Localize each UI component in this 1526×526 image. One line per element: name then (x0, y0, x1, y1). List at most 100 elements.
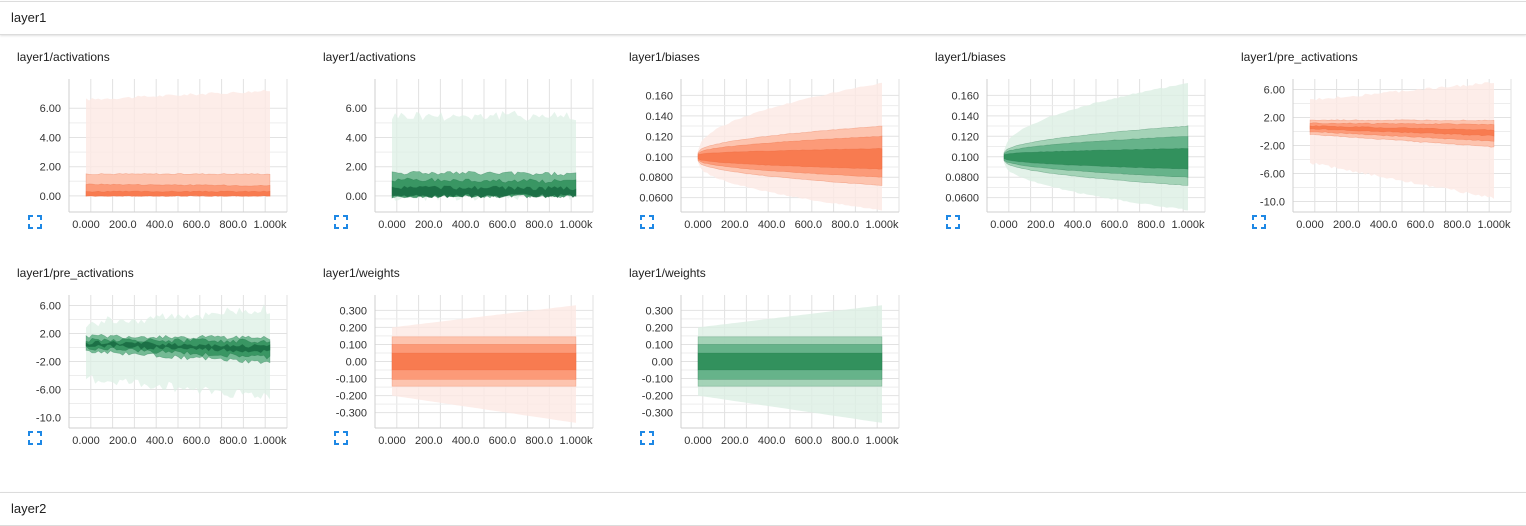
y-tick-label: -6.00 (36, 385, 61, 397)
y-tick-label: 0.0600 (945, 193, 979, 205)
y-tick-label: 0.100 (339, 339, 367, 351)
y-axis-labels: 0.00 2.00 4.00 6.00 (40, 103, 61, 203)
y-tick-label: -10.0 (36, 413, 61, 425)
fullscreen-icon[interactable] (640, 431, 654, 445)
y-tick-label: 0.00 (346, 357, 367, 369)
x-tick-label: 800.0 (831, 435, 859, 447)
y-tick-label: 0.120 (951, 131, 979, 143)
y-tick-label: -2.00 (36, 357, 61, 369)
section-header-layer1[interactable]: layer1 (0, 1, 1526, 35)
y-tick-label: 0.0800 (945, 172, 979, 184)
x-tick-label: 800.0 (525, 435, 553, 447)
y-tick-label: 0.200 (645, 322, 673, 334)
y-tick-label: 6.00 (40, 103, 61, 115)
x-tick-label: 800.0 (831, 219, 859, 231)
x-tick-label: 400.0 (758, 219, 786, 231)
x-tick-label: 600.0 (795, 219, 823, 231)
x-axis-labels: 0.000 200.0 400.0 600.0 800.0 1.000k (378, 435, 593, 447)
y-tick-label: 0.00 (40, 191, 61, 203)
y-tick-label: 2.00 (40, 329, 61, 341)
x-tick-label: 0.000 (378, 435, 406, 447)
x-tick-label: 200.0 (721, 435, 749, 447)
card-title: layer1/biases (935, 50, 1006, 64)
x-tick-label: 0.000 (990, 219, 1018, 231)
y-axis-labels: -0.300 -0.200 -0.100 0.00 0.100 0.200 0.300 (642, 305, 673, 419)
x-axis-labels: 0.000 200.0 400.0 600.0 800.0 1.000k (378, 219, 593, 231)
y-tick-label: 0.100 (645, 339, 673, 351)
histogram-bands (85, 89, 271, 198)
y-tick-label: 2.00 (1264, 113, 1285, 125)
x-tick-label: 400.0 (1064, 219, 1092, 231)
fullscreen-icon[interactable] (28, 431, 42, 445)
section-title: layer2 (11, 501, 47, 516)
fullscreen-icon[interactable] (640, 215, 654, 229)
fullscreen-icon[interactable] (334, 215, 348, 229)
card-title: layer1/biases (629, 50, 700, 64)
x-axis-labels: 0.000 200.0 400.0 600.0 800.0 1.000k (684, 219, 899, 231)
x-tick-label: 0.000 (1296, 219, 1324, 231)
x-tick-label: 800.0 (525, 219, 553, 231)
y-tick-label: -2.00 (1260, 141, 1285, 153)
x-tick-label: 1.000k (253, 435, 287, 447)
section-header-layer2[interactable]: layer2 (0, 492, 1526, 526)
histogram-card: layer1/pre_activations -10.0 -6.00 -2.00 2.0… (17, 266, 307, 466)
x-tick-label: 1.000k (1171, 219, 1205, 231)
y-tick-label: 6.00 (40, 301, 61, 313)
x-tick-label: 600.0 (795, 435, 823, 447)
x-tick-label: 1.000k (253, 219, 287, 231)
card-title: layer1/pre_activations (17, 266, 134, 280)
histogram-card: layer1/biases 0.0600 0.0800 0.100 0.120 0.140… (935, 50, 1225, 250)
y-tick-label: -0.200 (642, 391, 673, 403)
distribution-band (697, 352, 883, 371)
y-tick-label: -0.100 (642, 374, 673, 386)
histogram-plot: 0.0600 0.0800 0.100 0.120 0.140 0.160 0.000 200… (639, 79, 900, 231)
x-tick-label: 1.000k (865, 435, 899, 447)
x-tick-label: 800.0 (219, 219, 247, 231)
histogram-bands (391, 110, 577, 202)
y-tick-label: -10.0 (1260, 197, 1285, 209)
y-tick-label: 0.100 (645, 152, 673, 164)
distribution-band (697, 148, 883, 170)
fullscreen-icon[interactable] (334, 431, 348, 445)
histogram-bands (1003, 83, 1189, 211)
y-tick-label: 0.200 (339, 322, 367, 334)
histogram-bands (697, 82, 883, 211)
fullscreen-icon[interactable] (28, 215, 42, 229)
x-tick-label: 1.000k (559, 435, 593, 447)
y-tick-label: 0.140 (951, 111, 979, 123)
y-tick-label: 0.00 (346, 191, 367, 203)
y-axis-labels: -0.300 -0.200 -0.100 0.00 0.100 0.200 0.300 (336, 305, 367, 419)
x-tick-label: 600.0 (489, 219, 517, 231)
histogram-plot: -10.0 -6.00 -2.00 2.00 6.00 0.000 200.0 400.0 60… (36, 295, 288, 447)
histogram-plot: 0.0600 0.0800 0.100 0.120 0.140 0.160 0.000 200… (945, 79, 1206, 231)
y-tick-label: 0.160 (645, 90, 673, 102)
histogram-plot: -0.300 -0.200 -0.100 0.00 0.100 0.200 0.300 0.0… (642, 295, 900, 447)
histogram-card: layer1/weights -0.300 -0.200 -0.100 0.00 0.10… (629, 266, 919, 466)
y-tick-label: 2.00 (40, 162, 61, 174)
histogram-bands (391, 305, 577, 423)
histogram-plot: 0.00 2.00 4.00 6.00 0.000 200.0 400.0 600.0 800.… (40, 79, 288, 231)
x-tick-label: 1.000k (865, 219, 899, 231)
card-title: layer1/weights (323, 266, 400, 280)
x-axis-labels: 0.000 200.0 400.0 600.0 800.0 1.000k (1296, 219, 1511, 231)
x-tick-label: 0.000 (684, 219, 712, 231)
x-tick-label: 800.0 (1443, 219, 1471, 231)
x-tick-label: 400.0 (146, 219, 174, 231)
histogram-card: layer1/activations 0.00 2.00 4.00 6.00 0.000 2… (17, 50, 307, 250)
card-title: layer1/activations (323, 50, 416, 64)
y-axis-labels: 0.00 2.00 4.00 6.00 (346, 103, 367, 203)
x-tick-label: 600.0 (183, 435, 211, 447)
x-tick-label: 400.0 (758, 435, 786, 447)
y-tick-label: 0.140 (645, 111, 673, 123)
x-tick-label: 400.0 (452, 435, 480, 447)
y-tick-label: 0.00 (652, 357, 673, 369)
y-tick-label: 0.0600 (639, 193, 673, 205)
distribution-band (391, 352, 577, 371)
histogram-plot: -10.0 -6.00 -2.00 2.00 6.00 0.000 200.0 400.0 60… (1260, 79, 1512, 231)
histogram-plot: -0.300 -0.200 -0.100 0.00 0.100 0.200 0.300 0.0… (336, 295, 594, 447)
fullscreen-icon[interactable] (1252, 215, 1266, 229)
y-tick-label: 6.00 (346, 103, 367, 115)
fullscreen-icon[interactable] (946, 215, 960, 229)
x-tick-label: 200.0 (109, 219, 137, 231)
y-tick-label: 0.160 (951, 90, 979, 102)
